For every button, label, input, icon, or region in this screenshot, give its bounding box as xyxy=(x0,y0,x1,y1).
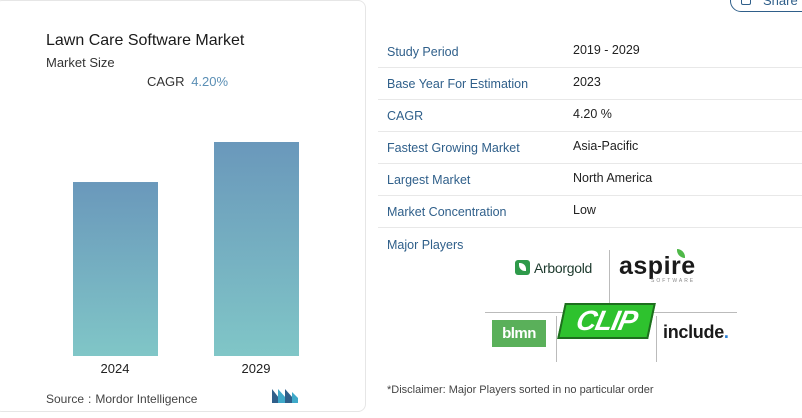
share-button[interactable]: Share xyxy=(730,0,802,12)
logo-divider xyxy=(656,316,657,362)
chart-subtitle: Market Size xyxy=(46,55,115,70)
bar-label-2024: 2024 xyxy=(100,361,130,376)
summary-value: 4.20 % xyxy=(573,107,612,121)
summary-key: Market Concentration xyxy=(387,205,507,219)
share-label: Share xyxy=(763,0,798,8)
arborgold-name: Arborgold xyxy=(534,260,593,276)
summary-value: North America xyxy=(573,171,653,185)
leaf-icon xyxy=(515,260,530,275)
major-players-title: Major Players xyxy=(387,238,464,252)
summary-value: 2023 xyxy=(573,75,601,89)
summary-value: Low xyxy=(573,203,596,217)
include-name: include xyxy=(663,322,724,342)
blmn-logo: blmn xyxy=(492,320,546,347)
summary-key: Base Year For Estimation xyxy=(387,77,529,91)
source-label: Source xyxy=(46,392,85,406)
bar-2029 xyxy=(214,142,299,356)
market-size-bar-chart xyxy=(73,142,299,356)
clip-logo: CLIP xyxy=(557,303,656,339)
aspire-logo: aspire xyxy=(619,252,696,280)
summary-row: CAGR 4.20 % xyxy=(378,100,802,132)
summary-key: Fastest Growing Market xyxy=(387,141,520,155)
summary-row: Study Period 2019 - 2029 xyxy=(378,36,802,68)
mordor-intelligence-logo xyxy=(272,389,298,403)
cagr-value: 4.20% xyxy=(191,74,229,89)
share-icon xyxy=(741,0,751,5)
logo-divider xyxy=(556,316,557,362)
summary-row: Fastest Growing Market Asia-Pacific xyxy=(378,132,802,164)
include-logo: include. xyxy=(663,322,729,342)
cagr-indicator: CAGR 4.20% xyxy=(147,74,228,89)
logo-divider xyxy=(609,250,610,306)
aspire-logo-sub: SOFTWARE xyxy=(651,278,696,284)
bar-2024 xyxy=(73,182,158,356)
market-summary-table: Study Period 2019 - 2029 Base Year For Est… xyxy=(378,36,802,228)
cagr-label: CAGR xyxy=(147,74,185,89)
market-size-card xyxy=(0,0,366,412)
summary-key: Largest Market xyxy=(387,173,471,187)
summary-row: Base Year For Estimation 2023 xyxy=(378,68,802,100)
summary-value: Asia-Pacific xyxy=(573,139,639,153)
summary-key: Study Period xyxy=(387,45,459,59)
summary-row: Market Concentration Low xyxy=(378,196,802,228)
bar-label-2029: 2029 xyxy=(241,361,271,376)
source-value: Mordor Intelligence xyxy=(95,392,198,406)
source-note: Source: Mordor Intelligence xyxy=(46,392,198,406)
chart-title: Lawn Care Software Market xyxy=(46,32,245,49)
arborgold-logo: Arborgold xyxy=(515,260,592,276)
summary-row: Largest Market North America xyxy=(378,164,802,196)
summary-key: CAGR xyxy=(387,109,424,123)
summary-value: 2019 - 2029 xyxy=(573,43,640,57)
players-disclaimer: *Disclaimer: Major Players sorted in no … xyxy=(387,384,654,396)
aspire-leaf-icon xyxy=(677,249,685,258)
